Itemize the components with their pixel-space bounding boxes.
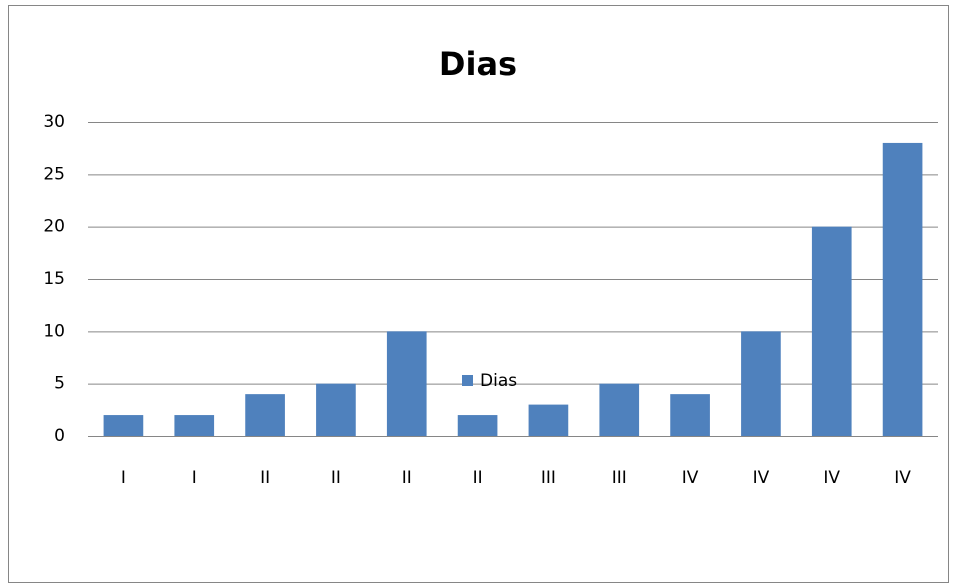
y-tick-label: 10 [43, 321, 65, 341]
chart-border [8, 5, 949, 583]
x-tick-label: I [121, 468, 126, 488]
x-tick-label: III [612, 468, 627, 488]
x-tick-label: I [192, 468, 197, 488]
bar [599, 383, 640, 436]
x-tick-label: IV [823, 468, 840, 488]
x-tick-label: IV [894, 468, 911, 488]
bar [245, 394, 285, 436]
bar [316, 383, 356, 436]
x-tick-label: II [260, 468, 270, 488]
chart-title: Dias [439, 45, 517, 83]
legend-label: Dias [480, 371, 517, 391]
y-tick-label: 25 [43, 164, 65, 184]
y-tick-label: 15 [43, 269, 65, 289]
x-tick-label: III [541, 468, 556, 488]
bar [670, 394, 710, 436]
bar [103, 415, 144, 436]
x-tick-label: II [331, 468, 341, 488]
y-tick-label: 5 [54, 374, 65, 394]
bar [882, 142, 923, 436]
bar [528, 404, 569, 436]
bar [457, 415, 498, 436]
y-tick-label: 30 [43, 112, 65, 132]
y-tick-label: 20 [43, 217, 65, 237]
bar [741, 331, 781, 436]
x-tick-label: IV [753, 468, 770, 488]
x-tick-label: II [473, 468, 483, 488]
x-tick-label: II [402, 468, 412, 488]
y-tick-label: 0 [54, 426, 65, 446]
bar [174, 415, 215, 436]
legend-swatch [462, 375, 473, 386]
bar [811, 226, 852, 436]
x-tick-label: IV [682, 468, 699, 488]
bar [386, 331, 427, 436]
